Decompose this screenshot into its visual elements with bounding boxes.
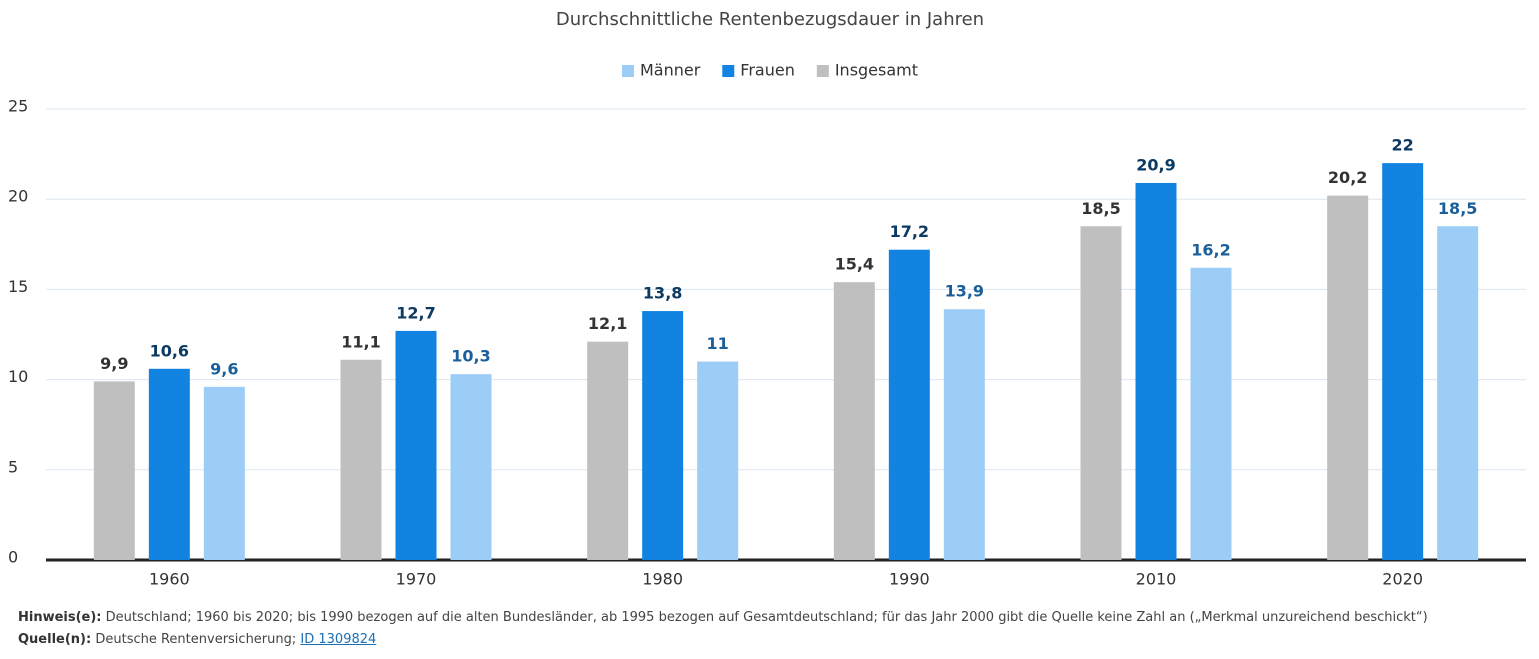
value-label: 12,1: [588, 314, 627, 333]
value-label: 10,6: [150, 341, 189, 360]
y-tick-label: 20: [8, 187, 28, 206]
x-tick-label: 2020: [1382, 570, 1423, 589]
source-link[interactable]: ID 1309824: [300, 632, 377, 647]
y-tick-label: 5: [8, 457, 18, 476]
value-label: 11,1: [341, 332, 380, 351]
source-text: Deutsche Rentenversicherung;: [95, 632, 297, 647]
hint-note: Hinweis(e): Deutschland; 1960 bis 2020; …: [18, 610, 1428, 625]
value-label: 15,4: [835, 255, 874, 274]
bar: [1382, 163, 1424, 560]
bar: [1190, 267, 1232, 560]
value-label: 9,6: [210, 359, 238, 378]
value-label: 18,5: [1081, 199, 1120, 218]
bar: [642, 311, 684, 560]
legend-swatch: [816, 65, 829, 77]
bar: [1327, 195, 1369, 561]
value-label: 10,3: [451, 347, 490, 366]
source-note: Quelle(n): Deutsche Rentenversicherung; …: [18, 632, 376, 647]
value-label: 13,8: [643, 284, 682, 303]
y-tick-label: 25: [8, 97, 28, 116]
bar: [203, 386, 245, 560]
bar: [1080, 226, 1122, 560]
x-tick-label: 1990: [889, 570, 930, 589]
value-label: 16,2: [1191, 240, 1230, 259]
value-label: 11: [707, 334, 729, 353]
bar: [395, 330, 437, 560]
bar: [148, 368, 190, 560]
hint-label: Hinweis(e):: [18, 610, 102, 625]
bar: [587, 341, 629, 560]
y-tick-label: 0: [8, 548, 18, 567]
bar: [450, 374, 492, 560]
x-tick-label: 1980: [642, 570, 683, 589]
y-tick-label: 10: [8, 367, 28, 386]
bar: [340, 359, 382, 560]
hint-text: Deutschland; 1960 bis 2020; bis 1990 bez…: [105, 610, 1428, 625]
chart: Durchschnittliche Rentenbezugsdauer in J…: [8, 9, 1526, 589]
bar: [943, 309, 985, 560]
value-label: 18,5: [1438, 199, 1477, 218]
value-label: 17,2: [890, 222, 929, 241]
source-label: Quelle(n):: [18, 632, 92, 647]
bar: [697, 361, 739, 560]
bar: [1437, 226, 1479, 560]
value-label: 22: [1392, 136, 1414, 155]
legend-label: Männer: [640, 61, 701, 80]
y-tick-label: 15: [8, 277, 28, 296]
chart-title: Durchschnittliche Rentenbezugsdauer in J…: [556, 9, 984, 30]
value-label: 12,7: [396, 303, 435, 322]
bar: [93, 381, 135, 560]
value-label: 13,9: [945, 282, 984, 301]
value-label: 20,2: [1328, 168, 1367, 187]
bar: [833, 282, 875, 560]
legend-label: Frauen: [740, 61, 795, 80]
value-label: 9,9: [100, 354, 128, 373]
x-tick-label: 2010: [1136, 570, 1177, 589]
legend-label: Insgesamt: [835, 61, 918, 80]
bar: [1135, 182, 1177, 561]
legend-swatch: [722, 65, 735, 77]
value-label: 20,9: [1136, 155, 1175, 174]
legend-swatch: [621, 65, 634, 77]
x-tick-label: 1970: [396, 570, 437, 589]
x-tick-label: 1960: [149, 570, 190, 589]
bar: [888, 249, 930, 560]
